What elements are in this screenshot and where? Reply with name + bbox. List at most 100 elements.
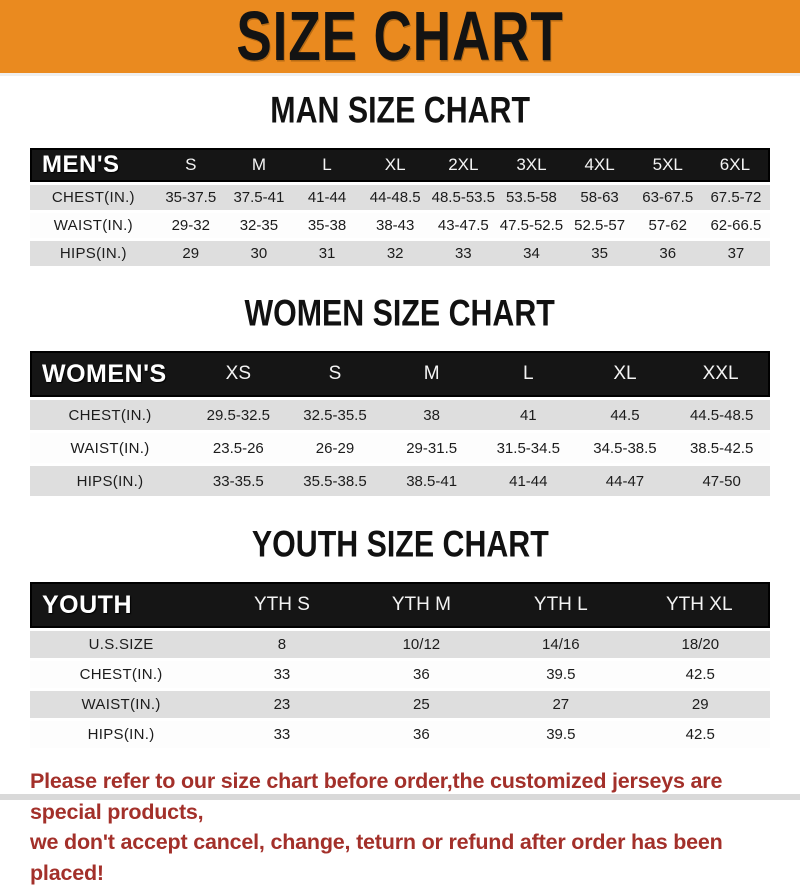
column-header: M [383,351,480,397]
table-cell: 31 [292,241,362,266]
column-header: XL [361,148,430,182]
table-cell: 62-66.5 [701,213,770,238]
table-cell: 36 [633,241,702,266]
youth-section-title: YOUTH SIZE CHART [0,522,800,565]
table-cell: 27 [491,691,631,718]
table-cell: 38-43 [361,213,430,238]
table-cell: 47.5-52.5 [497,213,566,238]
table-cell: 31.5-34.5 [479,433,577,463]
women-size-chart-section: WOMEN SIZE CHART WOMEN'S XS S M L XL XXL CHEST(… [0,291,800,499]
table-cell: 37.5-41 [224,185,293,210]
row-label: WAIST(IN.) [30,433,190,463]
table-cell: 26-29 [286,433,384,463]
man-size-chart-section: MAN SIZE CHART MEN'S S M L XL 2XL 3XL 4XL 5XL 6XL… [0,88,800,269]
column-header: S [156,148,225,182]
row-label: HIPS(IN.) [30,721,213,748]
column-header: YTH M [351,582,492,628]
row-label: WAIST(IN.) [30,691,213,718]
table-cell: 32 [361,241,430,266]
table-cell: 48.5-53.5 [429,185,498,210]
disclaimer-line-2: we don't accept cancel, change, teturn o… [30,830,723,885]
column-header: YTH S [212,582,352,628]
table-row: CHEST(IN.) 29.5-32.5 32.5-35.5 38 41 44.5 44.5… [30,400,770,430]
table-cell: 63-67.5 [633,185,702,210]
order-disclaimer: Please refer to our size chart before or… [30,766,772,888]
youth-size-chart-section: YOUTH SIZE CHART YOUTH YTH S YTH M YTH L YTH… [0,522,800,751]
table-cell: 14/16 [491,631,631,658]
table-cell: 36 [351,721,492,748]
table-cell: 41-44 [479,466,577,496]
table-cell: 35-37.5 [156,185,225,210]
table-cell: 25 [351,691,492,718]
table-cell: 10/12 [351,631,492,658]
table-section-label: MEN'S [30,148,157,182]
youth-section-title-text: YOUTH SIZE CHART [251,522,549,565]
table-cell: 39.5 [491,721,631,748]
table-section-label: YOUTH [30,582,213,628]
table-row: HIPS(IN.) 33-35.5 35.5-38.5 38.5-41 41-44 44-… [30,466,770,496]
table-row: CHEST(IN.) 33 36 39.5 42.5 [30,661,770,688]
table-cell: 57-62 [633,213,702,238]
women-size-table: WOMEN'S XS S M L XL XXL CHEST(IN.) 29.5-32.5 32.5… [30,348,770,499]
table-cell: 29-31.5 [383,433,480,463]
table-header-row: MEN'S S M L XL 2XL 3XL 4XL 5XL 6XL [30,148,770,182]
table-cell: 38.5-41 [383,466,480,496]
table-cell: 18/20 [630,631,770,658]
table-cell: 33 [429,241,498,266]
table-cell: 52.5-57 [565,213,634,238]
table-cell: 42.5 [630,661,770,688]
table-cell: 29 [630,691,770,718]
row-label: CHEST(IN.) [30,400,190,430]
table-row: HIPS(IN.) 33 36 39.5 42.5 [30,721,770,748]
table-cell: 33 [212,721,352,748]
table-cell: 67.5-72 [701,185,770,210]
table-cell: 32-35 [224,213,293,238]
women-section-title: WOMEN SIZE CHART [0,291,800,334]
row-label: HIPS(IN.) [30,466,190,496]
table-cell: 30 [224,241,293,266]
table-cell: 39.5 [491,661,631,688]
column-header: L [479,351,577,397]
man-section-title-text: MAN SIZE CHART [270,88,530,131]
table-cell: 32.5-35.5 [286,400,384,430]
table-cell: 35 [565,241,634,266]
table-cell: 37 [701,241,770,266]
table-cell: 34 [497,241,566,266]
row-label: CHEST(IN.) [30,185,157,210]
column-header: XXL [673,351,770,397]
column-header: XL [576,351,674,397]
table-cell: 35.5-38.5 [286,466,384,496]
table-row: WAIST(IN.) 29-32 32-35 35-38 38-43 43-47.5 47.… [30,213,770,238]
table-cell: 23 [212,691,352,718]
table-row: U.S.SIZE 8 10/12 14/16 18/20 [30,631,770,658]
row-label: U.S.SIZE [30,631,213,658]
table-section-label: WOMEN'S [30,351,190,397]
table-row: CHEST(IN.) 35-37.5 37.5-41 41-44 44-48.5 48.5… [30,185,770,210]
table-cell: 44.5 [576,400,674,430]
column-header: 5XL [633,148,702,182]
bottom-divider [0,794,800,800]
table-cell: 44-48.5 [361,185,430,210]
table-cell: 29-32 [156,213,225,238]
men-size-table: MEN'S S M L XL 2XL 3XL 4XL 5XL 6XL CHEST(IN.) 35-37… [30,145,770,269]
women-section-title-text: WOMEN SIZE CHART [244,291,556,334]
table-cell: 47-50 [673,466,770,496]
column-header: 3XL [497,148,566,182]
table-cell: 38.5-42.5 [673,433,770,463]
column-header: XS [190,351,287,397]
column-header: S [286,351,384,397]
row-label: HIPS(IN.) [30,241,157,266]
table-cell: 29.5-32.5 [190,400,287,430]
table-cell: 43-47.5 [429,213,498,238]
table-cell: 41 [479,400,577,430]
table-cell: 34.5-38.5 [576,433,674,463]
size-chart-banner: SIZE CHART [0,0,800,76]
man-section-title: MAN SIZE CHART [0,88,800,131]
column-header: YTH L [491,582,631,628]
table-cell: 44.5-48.5 [673,400,770,430]
column-header: 6XL [701,148,770,182]
table-cell: 35-38 [292,213,362,238]
table-cell: 44-47 [576,466,674,496]
table-cell: 41-44 [292,185,362,210]
table-header-row: YOUTH YTH S YTH M YTH L YTH XL [30,582,770,628]
